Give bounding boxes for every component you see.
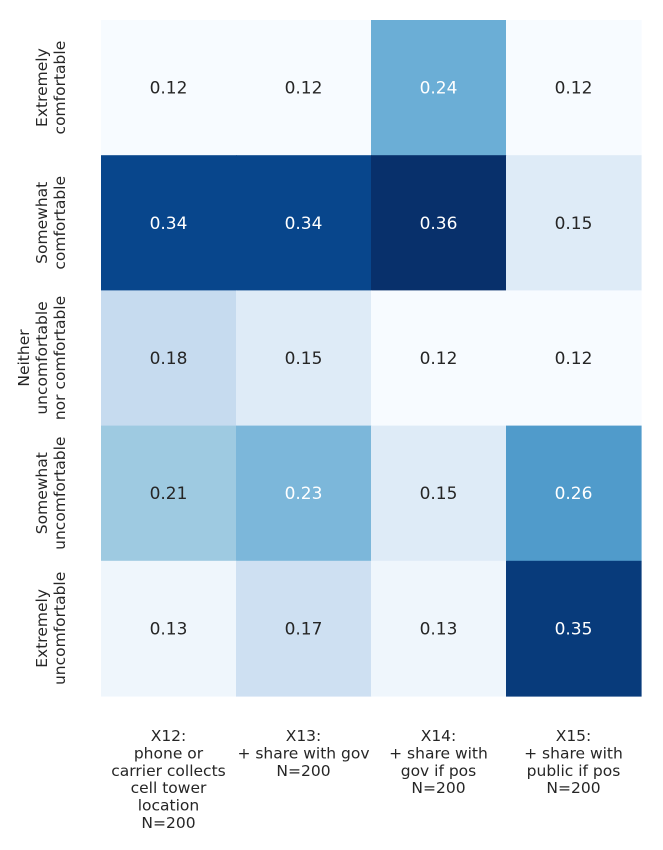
y-tick-label-3-line-1: uncomfortable bbox=[51, 437, 69, 550]
heatmap-value-label-r4-c2: 0.13 bbox=[420, 619, 458, 639]
heatmap-cell-r3-c3 bbox=[506, 425, 642, 562]
heatmap-value-label-r2-c2: 0.12 bbox=[420, 349, 458, 369]
y-tick-label-3-line-0: Somewhat bbox=[33, 452, 51, 534]
heatmap-cell-r2-c1 bbox=[236, 290, 372, 427]
x-tick-label-0-line-0: X12: bbox=[151, 727, 187, 745]
heatmap-value-label-r1-c0: 0.34 bbox=[150, 214, 188, 234]
heatmap-cell-r1-c0 bbox=[101, 155, 237, 291]
heatmap-cell-r0-c0 bbox=[101, 20, 237, 156]
heatmap-cell-r1-c3 bbox=[506, 155, 642, 291]
x-tick-label-0-line-2: carrier collects bbox=[111, 762, 225, 780]
x-tick-label-3-line-0: X15: bbox=[556, 727, 592, 745]
heatmap-value-label-r4-c1: 0.17 bbox=[285, 619, 323, 639]
heatmap-value-label-r3-c0: 0.21 bbox=[150, 484, 188, 504]
heatmap-cell-r4-c0 bbox=[101, 560, 237, 697]
x-tick-label-2-line-0: X14: bbox=[421, 727, 457, 745]
heatmap-cell-r0-c3 bbox=[506, 20, 642, 156]
x-tick-label-2-line-2: gov if pos bbox=[401, 762, 477, 780]
y-tick-label-4-line-0: Extremely bbox=[33, 589, 51, 668]
heatmap-value-label-r3-c1: 0.23 bbox=[285, 484, 323, 504]
heatmap-value-label-r0-c3: 0.12 bbox=[555, 79, 593, 99]
heatmap-cell-r4-c1 bbox=[236, 560, 372, 697]
heatmap-value-label-r0-c1: 0.12 bbox=[285, 79, 323, 99]
x-tick-label-0-line-4: location bbox=[138, 797, 200, 815]
heatmap-value-label-r1-c2: 0.36 bbox=[420, 214, 458, 234]
x-tick-label-1-line-0: X13: bbox=[286, 727, 322, 745]
heatmap-cells bbox=[101, 20, 642, 697]
heatmap-cell-r4-c2 bbox=[371, 560, 507, 697]
x-tick-label-0-line-3: cell tower bbox=[131, 779, 207, 797]
heatmap-cell-r0-c2 bbox=[371, 20, 507, 156]
y-tick-label-1-line-1: comfortable bbox=[51, 176, 69, 270]
heatmap-cell-r2-c0 bbox=[101, 290, 237, 427]
heatmap-value-label-r2-c0: 0.18 bbox=[150, 349, 188, 369]
heatmap-cell-r4-c3 bbox=[506, 560, 642, 697]
heatmap-value-label-r0-c2: 0.24 bbox=[420, 79, 458, 99]
heatmap-value-label-r2-c1: 0.15 bbox=[285, 349, 323, 369]
y-tick-label-2-line-2: nor comfortable bbox=[51, 296, 69, 420]
x-tick-label-3-line-1: + share with bbox=[524, 744, 623, 762]
y-tick-label-4-line-1: uncomfortable bbox=[51, 572, 69, 685]
heatmap-value-label-r4-c0: 0.13 bbox=[150, 619, 188, 639]
heatmap-value-label-r3-c3: 0.26 bbox=[555, 484, 593, 504]
heatmap-value-label-r0-c0: 0.12 bbox=[150, 79, 188, 99]
heatmap-value-label-r1-c3: 0.15 bbox=[555, 214, 593, 234]
heatmap-value-labels: 0.12 0.12 0.24 0.12 0.34 0.34 0.36 0.15 0.18 0.15… bbox=[150, 79, 593, 640]
x-tick-label-0-line-5: N=200 bbox=[141, 814, 195, 832]
y-tick-label-3: Somewhat uncomfortable bbox=[33, 437, 69, 550]
heatmap-cell-r0-c1 bbox=[236, 20, 372, 156]
heatmap-cell-r3-c2 bbox=[371, 425, 507, 562]
x-tick-label-0-line-1: phone or bbox=[134, 744, 204, 762]
x-tick-label-3-line-2: public if pos bbox=[527, 762, 621, 780]
x-tick-label-1-line-1: + share with gov bbox=[237, 744, 369, 762]
heatmap-value-label-r2-c3: 0.12 bbox=[555, 349, 593, 369]
x-tick-label-2-line-1: + share with bbox=[389, 744, 488, 762]
y-tick-label-1: Somewhat comfortable bbox=[33, 176, 69, 270]
heatmap-cell-r2-c2 bbox=[371, 290, 507, 427]
heatmap-value-label-r3-c2: 0.15 bbox=[420, 484, 458, 504]
heatmap-cell-r1-c1 bbox=[236, 155, 372, 291]
y-tick-label-0: Extremely comfortable bbox=[33, 41, 69, 135]
heatmap-cell-r2-c3 bbox=[506, 290, 642, 427]
x-tick-label-1-line-2: N=200 bbox=[276, 762, 330, 780]
heatmap-value-label-r1-c1: 0.34 bbox=[285, 214, 323, 234]
heatmap-cell-r3-c0 bbox=[101, 425, 237, 562]
y-tick-label-2-line-0: Neither bbox=[15, 329, 33, 387]
y-tick-label-2: Neither uncomfortable nor comfortable bbox=[15, 296, 69, 420]
heatmap-cell-r3-c1 bbox=[236, 425, 372, 562]
x-tick-label-2-line-3: N=200 bbox=[411, 779, 465, 797]
y-tick-label-0-line-1: comfortable bbox=[51, 41, 69, 135]
heatmap-cell-r1-c2 bbox=[371, 155, 507, 291]
heatmap-value-label-r4-c3: 0.35 bbox=[555, 619, 593, 639]
y-tick-label-0-line-0: Extremely bbox=[33, 48, 51, 127]
y-tick-label-1-line-0: Somewhat bbox=[33, 182, 51, 264]
x-tick-label-3-line-3: N=200 bbox=[546, 779, 600, 797]
y-tick-label-4: Extremely uncomfortable bbox=[33, 572, 69, 685]
y-tick-label-2-line-1: uncomfortable bbox=[33, 301, 51, 414]
